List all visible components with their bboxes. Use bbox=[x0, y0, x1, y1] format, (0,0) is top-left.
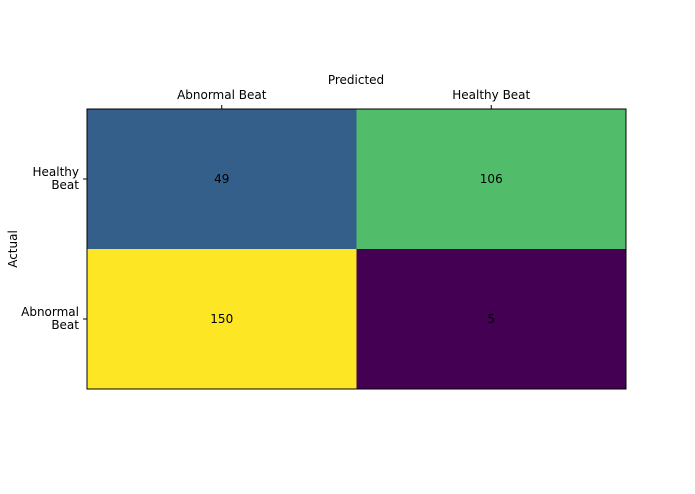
cell-value-labels: 49 106 150 5 bbox=[210, 172, 502, 326]
cell-value-label: 106 bbox=[480, 172, 503, 186]
cell-value-label: 49 bbox=[214, 172, 229, 186]
x-axis-label: Predicted bbox=[328, 73, 384, 87]
x-tick-label: Abnormal Beat bbox=[177, 88, 267, 102]
plot-frame bbox=[86, 108, 627, 390]
x-tick-label: Healthy Beat bbox=[452, 88, 530, 102]
heatmap-cell bbox=[87, 109, 357, 249]
cell-value-label: 150 bbox=[210, 312, 233, 326]
y-tick-label: Abnormal Beat bbox=[21, 305, 79, 332]
y-axis-ticks: Healthy Beat Abnormal Beat bbox=[21, 165, 87, 332]
cell-value-label: 5 bbox=[487, 312, 495, 326]
heatmap-cell bbox=[87, 249, 357, 389]
heatmap-cell bbox=[356, 109, 626, 249]
x-axis-ticks: Abnormal Beat Healthy Beat bbox=[177, 88, 531, 109]
heatmap-cell bbox=[356, 249, 626, 389]
y-axis-label: Actual bbox=[6, 230, 20, 268]
heatmap-cells bbox=[87, 109, 626, 389]
y-tick-label: Healthy Beat bbox=[32, 165, 79, 192]
